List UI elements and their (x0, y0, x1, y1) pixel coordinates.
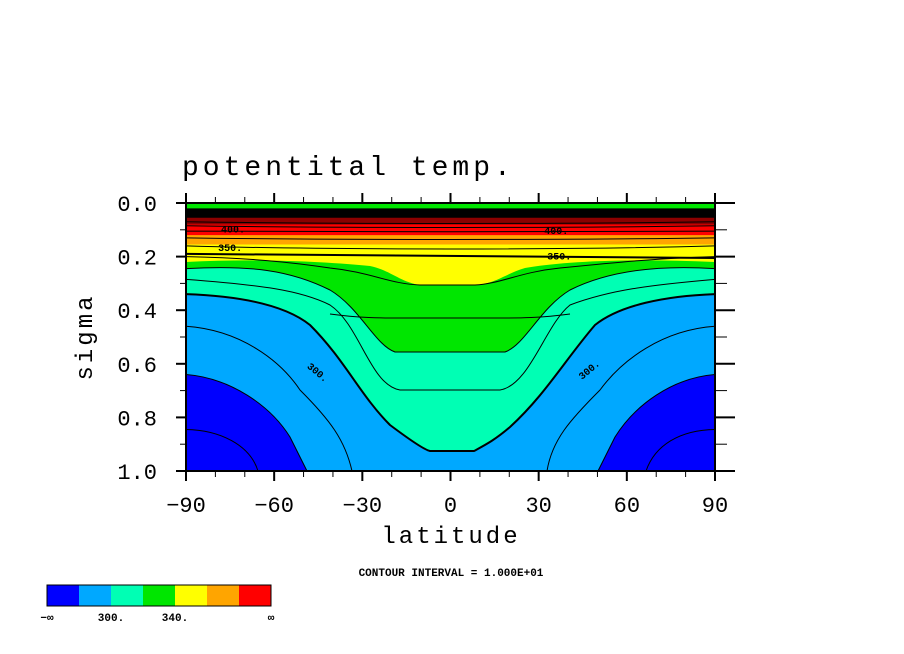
contour-line (185, 325, 353, 472)
contour-lines (185, 221, 716, 472)
axes: −90 −60 −30 0 30 60 90 0.0 0.2 0.4 0.6 0.8 1.0 (117, 193, 735, 519)
colorbar-swatch (79, 585, 111, 606)
contour-line (185, 245, 716, 250)
y-tick-label: 0.8 (117, 407, 157, 432)
x-tick-label: −90 (166, 494, 206, 519)
contour-line (597, 374, 716, 472)
contour-line (546, 325, 716, 472)
colorbar-label: −∞ (40, 613, 54, 625)
contour-line (185, 267, 716, 353)
contour-label-text: 400. (221, 225, 245, 236)
contour-label-text: 350. (547, 252, 571, 263)
colorbar-frame (46, 584, 272, 607)
colorbar-label: 300. (98, 613, 124, 625)
colorbar-swatch (111, 585, 143, 606)
y-tick-label: 1.0 (117, 461, 157, 486)
contour-line (185, 256, 716, 286)
colorbar-swatch (207, 585, 239, 606)
plot-title: potentital temp. (182, 153, 515, 184)
plot-area: 300. 300.350.350.400. 400.450. (185, 203, 716, 472)
x-tick-label: −60 (254, 494, 294, 519)
x-tick-label: 30 (525, 494, 551, 519)
contour-line (185, 230, 716, 233)
contour-label: 400. (221, 225, 245, 236)
colorbar-label: ∞ (268, 613, 275, 625)
y-tick-label: 0.4 (117, 300, 157, 325)
colorbar: −∞ 300. 340. ∞ (40, 584, 275, 625)
contour-band (186, 251, 715, 285)
colorbar-swatch (239, 585, 271, 606)
y-tick-label: 0.0 (117, 193, 157, 218)
contour-line (185, 237, 716, 240)
contour-line (645, 428, 716, 472)
x-axis-label: latitude (381, 524, 520, 551)
contour-band (186, 294, 715, 471)
contour-label-text: 400. (544, 227, 568, 238)
x-tick-label: −30 (343, 494, 383, 519)
x-tick-label: 0 (444, 494, 457, 519)
contour-band (186, 208, 715, 218)
x-tick-label: 60 (614, 494, 640, 519)
colorbar-label: 340. (162, 613, 188, 625)
contour-line (185, 428, 259, 472)
contour-label-text: 450. (447, 208, 471, 219)
contour-label: 400. (544, 227, 568, 238)
contour-line (185, 374, 308, 472)
contour-label: 350. (547, 252, 571, 263)
contour-label: 350. (218, 244, 242, 255)
contour-label-text: 350. (218, 244, 242, 255)
y-tick-label: 0.6 (117, 354, 157, 379)
contour-band (186, 374, 307, 471)
x-tick-label: 90 (702, 494, 728, 519)
contour-line (185, 225, 716, 228)
contour-band (598, 374, 715, 471)
y-tick-label: 0.2 (117, 247, 157, 272)
y-axis-label: sigma (73, 293, 100, 380)
contour-band (186, 223, 715, 236)
colorbar-swatch (47, 585, 79, 606)
contour-line (185, 293, 716, 452)
contour-band (186, 216, 715, 225)
contour-line (185, 252, 716, 259)
contour-label: 450. (447, 208, 471, 219)
contour-line (185, 278, 716, 391)
contour-interval-note: CONTOUR INTERVAL = 1.000E+01 (359, 568, 544, 580)
contour-line (185, 221, 716, 224)
colorbar-swatch (175, 585, 207, 606)
colorbar-swatch (143, 585, 175, 606)
contour-line (329, 313, 571, 319)
